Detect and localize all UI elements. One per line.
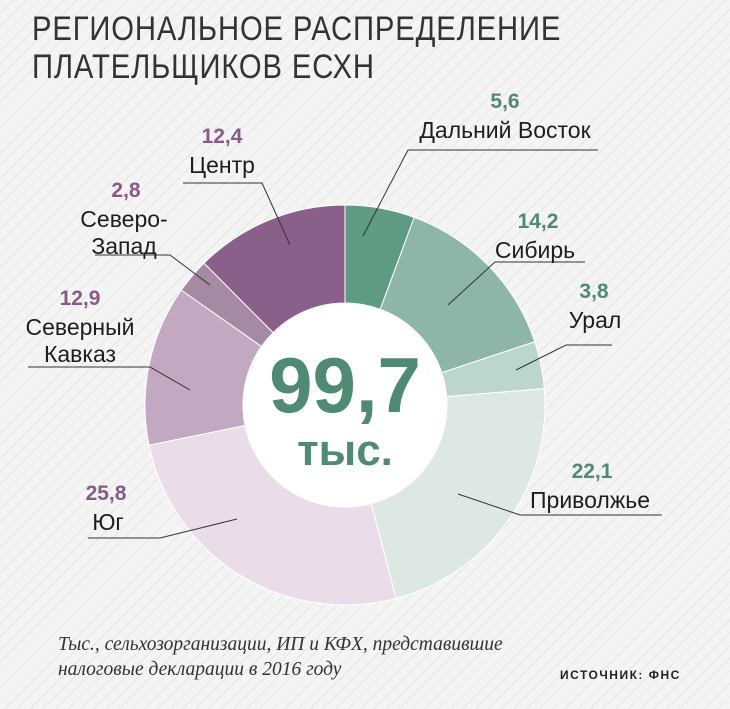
chart-note: Тыс., сельхозорганизации, ИП и КФХ, пред… [58,632,503,682]
total-unit: тыс. [297,426,393,475]
slice-value-6: 2,8 [111,179,141,202]
chart-title-line-2: ПЛАТЕЛЬЩИКОВ ЕСХН [32,48,375,86]
slice-name-4-0: Юг [92,509,124,535]
source-credit: ИСТОЧНИК: ФНС [560,668,681,682]
leader-line-4 [88,518,238,539]
donut-hole [243,303,447,507]
slice-name-6-1: Запад [91,233,157,259]
donut-slices [144,204,546,606]
slice-name-2-0: Урал [569,307,622,333]
slice-value-2: 3,8 [579,280,609,303]
chart-title-line-1: РЕГИОНАЛЬНОЕ РАСПРЕДЕЛЕНИЕ [32,10,562,48]
slice-name-3-0: Приволжье [530,487,650,513]
slice-value-0: 5,6 [490,90,519,113]
leader-lines [28,149,662,539]
chart-title: РЕГИОНАЛЬНОЕ РАСПРЕДЕЛЕНИЕ ПЛАТЕЛЬЩИКОВ … [32,10,561,86]
leader-line-3 [457,493,662,516]
chart-note-line-1: Тыс., сельхозорганизации, ИП и КФХ, пред… [58,634,503,655]
leader-line-1 [447,261,585,306]
slice-name-0-0: Дальний Восток [419,117,591,143]
leader-line-7 [183,182,291,246]
slice-name-5-1: Кавказ [44,341,116,367]
slice-value-1: 14,2 [518,210,559,233]
slice-name-5-0: Северный [25,314,134,340]
chart-note-line-2: налоговые декларации в 2016 году [58,659,342,680]
slice-4 [148,424,397,606]
slice-value-7: 12,4 [202,125,243,148]
leader-line-2 [515,344,612,371]
slice-name-6-0: Северо- [80,206,167,232]
leader-line-0 [362,149,598,237]
slice-value-3: 22,1 [572,460,613,483]
slice-name-7-0: Центр [189,152,255,178]
slice-value-4: 25,8 [86,482,127,505]
slice-value-5: 12,9 [60,287,101,310]
total-value: 99,7 [269,341,421,429]
leader-line-6 [95,254,211,286]
slice-name-1-0: Сибирь [495,237,575,263]
leader-line-5 [28,366,191,391]
